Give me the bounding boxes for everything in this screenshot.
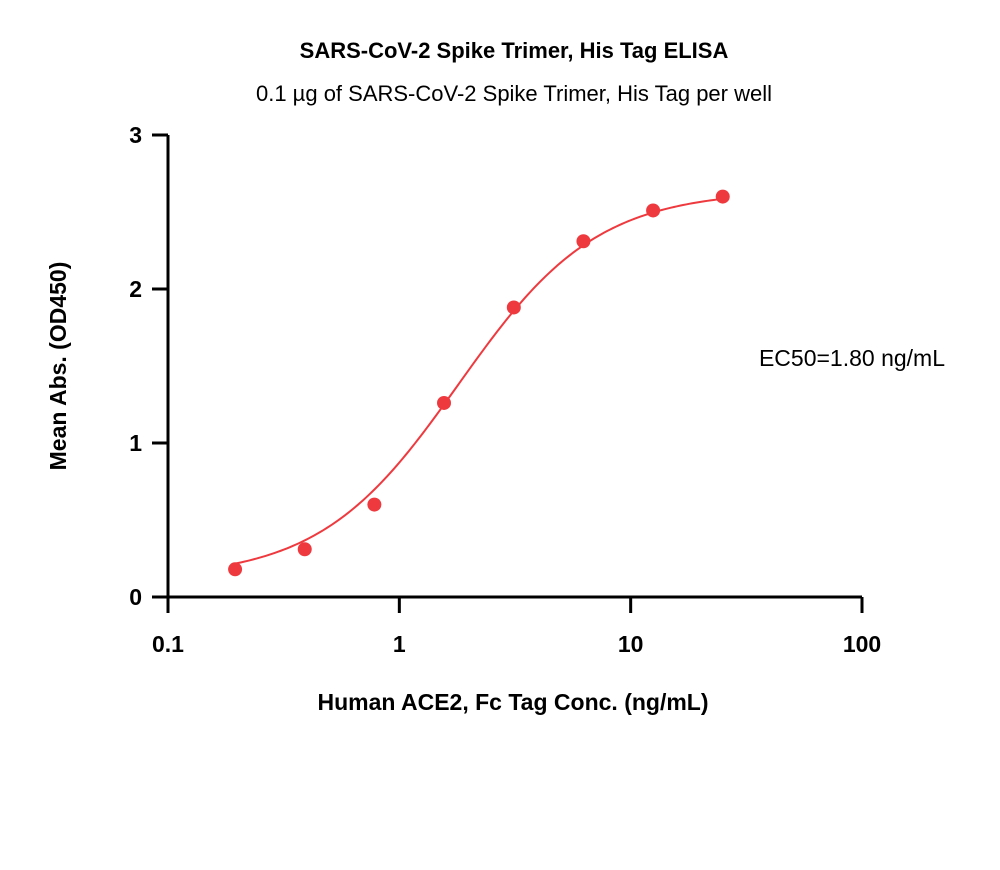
data-point bbox=[506, 300, 521, 315]
plot-area: 0.1 1 10 100 0 1 2 3 bbox=[129, 122, 881, 657]
y-tick-label: 1 bbox=[129, 430, 142, 456]
data-point bbox=[576, 234, 591, 249]
x-tick-label: 0.1 bbox=[152, 631, 184, 657]
chart-title: SARS-CoV-2 Spike Trimer, His Tag ELISA bbox=[300, 38, 729, 63]
y-tick-label: 0 bbox=[129, 584, 142, 610]
data-point bbox=[715, 189, 730, 204]
x-tick-label: 1 bbox=[393, 631, 406, 657]
y-tick-label: 2 bbox=[129, 276, 142, 302]
data-point bbox=[367, 497, 382, 512]
y-tick-label: 3 bbox=[129, 122, 142, 148]
x-tick-label: 10 bbox=[618, 631, 644, 657]
data-point bbox=[228, 562, 243, 577]
fit-curve bbox=[234, 197, 723, 565]
x-axis-label: Human ACE2, Fc Tag Conc. (ng/mL) bbox=[317, 689, 708, 715]
chart-subtitle: 0.1 µg of SARS-CoV-2 Spike Trimer, His T… bbox=[256, 81, 772, 106]
ec50-annotation: EC50=1.80 ng/mL bbox=[759, 345, 945, 371]
y-axis-label: Mean Abs. (OD450) bbox=[45, 262, 71, 471]
data-point bbox=[437, 395, 452, 410]
data-point bbox=[297, 542, 312, 557]
x-tick-label: 100 bbox=[843, 631, 881, 657]
data-point bbox=[646, 203, 661, 218]
